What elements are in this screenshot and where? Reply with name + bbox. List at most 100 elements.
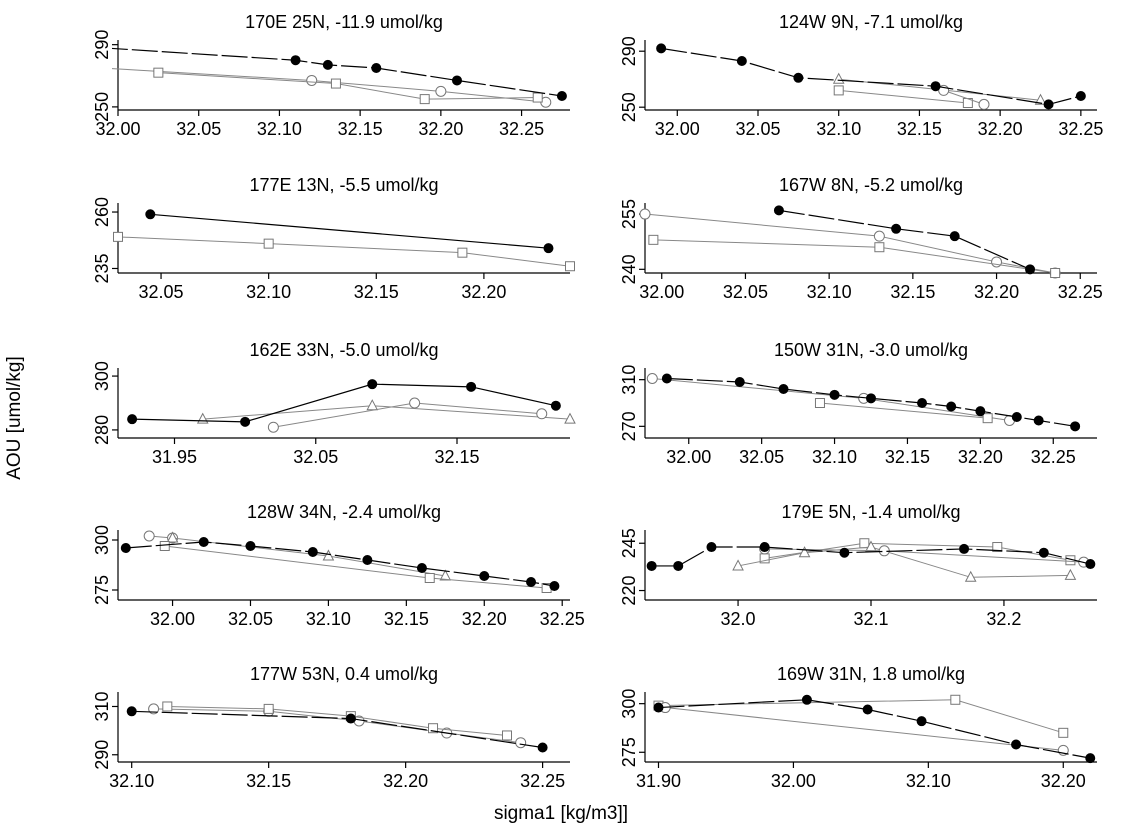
x-tick-label: 32.15 — [384, 609, 429, 629]
x-tick-label: 32.00 — [639, 282, 684, 302]
y-tick-label: 300 — [92, 361, 112, 391]
data-point-filled-circle — [322, 59, 333, 70]
data-point-open-circle — [435, 85, 447, 97]
x-tick-label: 32.00 — [95, 119, 140, 139]
data-point-filled-circle — [1043, 99, 1054, 110]
data-point-filled-circle — [661, 373, 672, 384]
data-point-open-square — [113, 231, 123, 242]
data-point-open-triangle — [322, 549, 335, 561]
data-point-open-triangle — [166, 531, 179, 543]
x-tick-label: 32.15 — [885, 447, 930, 467]
panel-data — [126, 701, 548, 753]
data-point-filled-circle — [479, 571, 490, 581]
data-point-open-circle — [873, 230, 885, 242]
data-point-filled-circle — [930, 81, 941, 92]
data-point-filled-circle — [862, 704, 873, 715]
y-tick-label: 290 — [92, 740, 112, 770]
x-tick-label: 32.15 — [354, 282, 399, 302]
series-line — [164, 545, 547, 589]
y-tick-label: 310 — [92, 691, 112, 721]
x-tick-label: 32.05 — [739, 447, 784, 467]
x-tick-label: 32.15 — [890, 282, 935, 302]
data-point-open-square — [419, 94, 430, 105]
panel-data — [639, 205, 1061, 279]
y-tick-label: 240 — [619, 254, 639, 284]
data-point-filled-circle — [959, 543, 970, 554]
x-tick-label: 32.25 — [1031, 447, 1076, 467]
data-point-filled-circle — [1011, 739, 1022, 750]
series-line — [652, 378, 1010, 421]
series-line — [112, 68, 546, 103]
y-tick-label: 260 — [92, 197, 112, 227]
series-line — [943, 89, 985, 105]
panel-data — [646, 538, 1096, 582]
series-line — [819, 402, 988, 419]
x-tick-label: 32.25 — [540, 609, 585, 629]
data-point-open-square — [153, 67, 164, 78]
chart-panel-10: 169W 31N, 1.8 umol/kg 31.90 32.00 32.10 32.2… — [619, 664, 1097, 791]
panel-data — [112, 47, 567, 108]
panel-title: 128W 34N, -2.4 umol/kg — [247, 502, 441, 522]
x-tick-label: 32.20 — [461, 282, 506, 302]
data-point-open-circle — [306, 74, 318, 86]
chart-panel-9: 177W 53N, 0.4 umol/kg 32.10 32.15 32.20 32.2… — [92, 664, 570, 791]
data-point-filled-circle — [127, 414, 138, 425]
data-point-filled-circle — [362, 555, 373, 565]
x-tick-label: 32.25 — [499, 119, 544, 139]
panel-title: 169W 31N, 1.8 umol/kg — [777, 664, 965, 684]
panel-data — [113, 209, 575, 272]
data-point-filled-circle — [1011, 412, 1022, 422]
data-point-filled-circle — [1033, 415, 1044, 426]
data-point-filled-circle — [656, 43, 667, 54]
x-tick-label: 31.90 — [636, 771, 681, 791]
chart-panel-3: 177E 13N, -5.5 umol/kg 32.05 32.10 32.15 32.… — [92, 175, 575, 302]
data-point-open-circle — [646, 373, 658, 384]
data-point-open-circle — [143, 530, 155, 542]
data-point-open-circle — [515, 737, 527, 749]
series-line — [651, 546, 1091, 567]
data-point-open-square — [263, 703, 274, 714]
x-tick-label: 32.1 — [853, 609, 888, 629]
data-point-open-square — [950, 694, 961, 705]
y-tick-label: 290 — [619, 36, 639, 66]
data-point-filled-circle — [1038, 547, 1049, 558]
data-point-filled-circle — [891, 223, 902, 234]
data-point-filled-circle — [793, 72, 804, 83]
data-point-filled-circle — [801, 694, 812, 705]
panel-data — [646, 373, 1081, 432]
y-tick-label: 275 — [619, 737, 639, 767]
chart-panel-2: 124W 9N, -7.1 umol/kg 32.00 32.05 32.10 32.1… — [619, 12, 1103, 139]
x-tick-label: 32.15 — [897, 119, 942, 139]
data-point-open-square — [263, 238, 274, 249]
data-point-filled-circle — [778, 384, 789, 394]
data-point-open-square — [162, 701, 173, 712]
data-point-filled-circle — [120, 543, 131, 553]
panel-title: 150W 31N, -3.0 umol/kg — [774, 340, 968, 360]
x-tick-label: 32.10 — [257, 119, 302, 139]
x-axis-label: sigma1 [kg/m3]] — [493, 803, 629, 824]
series-line — [665, 707, 1064, 751]
x-tick-label: 32.00 — [666, 447, 711, 467]
panel-title: 167W 8N, -5.2 umol/kg — [779, 175, 963, 195]
series-line — [653, 239, 1056, 274]
data-point-open-circle — [267, 421, 279, 433]
x-tick-label: 32.15 — [246, 771, 291, 791]
data-point-open-square — [874, 242, 885, 253]
data-point-open-triangle — [439, 569, 452, 581]
chart-panel-8: 179E 5N, -1.4 umol/kg 32.0 32.1 32.2 220 245 — [619, 502, 1097, 629]
data-point-open-circle — [536, 408, 548, 420]
x-tick-label: 32.05 — [176, 119, 221, 139]
data-point-open-square — [330, 78, 341, 89]
chart-panel-7: 128W 34N, -2.4 umol/kg 32.00 32.05 32.10 32.… — [92, 502, 585, 629]
data-point-filled-circle — [452, 75, 462, 86]
series-line — [167, 705, 508, 736]
data-point-open-circle — [978, 98, 990, 110]
x-tick-label: 32.2 — [986, 609, 1021, 629]
series-line — [158, 72, 538, 100]
data-point-open-triangle — [564, 412, 576, 424]
y-tick-label: 250 — [92, 92, 112, 122]
data-point-filled-circle — [773, 205, 784, 216]
data-point-filled-circle — [1025, 264, 1036, 275]
x-tick-label: 32.00 — [655, 119, 700, 139]
